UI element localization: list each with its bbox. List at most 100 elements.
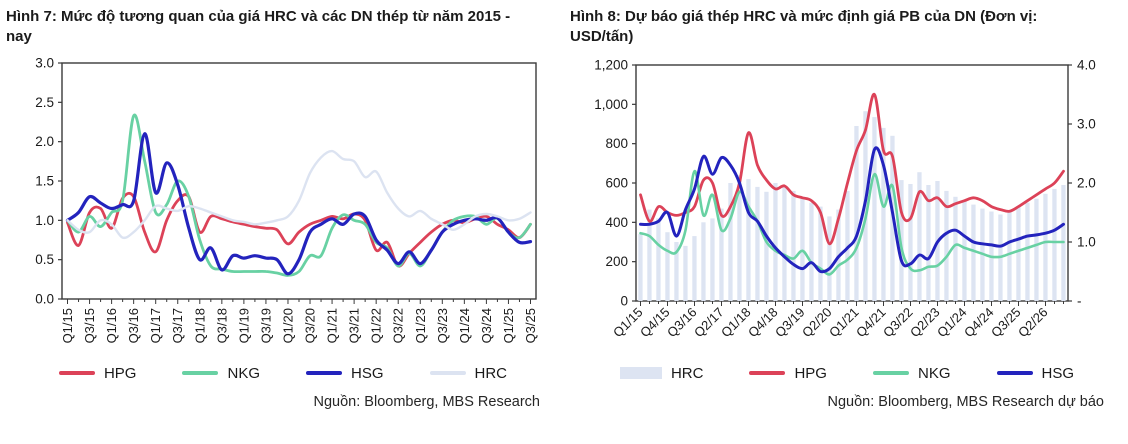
legend-label: HPG [794, 364, 827, 382]
legend-item-nkg: NKG [182, 365, 260, 382]
bar [638, 234, 643, 301]
bar [782, 185, 787, 301]
bar [1034, 198, 1039, 301]
x-tick-label: Q4/24 [961, 305, 997, 341]
figure-8-source: Nguồn: Bloomberg, MBS Research dự báo [827, 394, 1105, 410]
y-tick-label: 3.0 [35, 56, 54, 71]
bar [665, 232, 670, 301]
figure-8-panel: Hình 8: Dự báo giá thép HRC và mức định … [564, 0, 1128, 444]
y-tick-label: 0.0 [35, 292, 54, 307]
series-line-hrc [66, 149, 532, 240]
y-tick-label: 0.5 [35, 252, 54, 267]
x-tick-label: Q1/21 [325, 308, 340, 343]
y-tick-label: 1,000 [594, 97, 628, 112]
bar [800, 196, 805, 301]
legend-item-hpg: HPG [749, 365, 827, 382]
x-tick-label: Q3/17 [170, 308, 185, 343]
bar [710, 218, 715, 301]
x-tick-label: Q3/19 [772, 305, 808, 341]
x-tick-label: Q1/16 [104, 308, 119, 343]
x-tick-label: Q3/15 [82, 308, 97, 343]
legend-swatch-hpg [58, 371, 95, 375]
figure-8-chart: 1,2001,00080060040020004.03.02.01.0-Q1/1… [594, 58, 1096, 341]
legend-label: NKG [227, 364, 260, 382]
y-tick-label: 400 [605, 215, 628, 230]
bar [746, 179, 751, 301]
legend-label: HPG [103, 364, 137, 382]
bar [1025, 202, 1030, 301]
bar [971, 204, 976, 301]
legend-label: HRC [474, 364, 508, 382]
x-tick-label: Q1/24 [457, 308, 472, 343]
bar [1016, 206, 1021, 301]
bar [683, 245, 688, 301]
series-line-hsg [65, 132, 533, 276]
x-tick-label: Q1/19 [236, 308, 251, 343]
x-tick-label: Q2/20 [799, 305, 835, 341]
bar [674, 242, 679, 301]
bar [881, 127, 886, 302]
bar [872, 117, 877, 301]
legend-label: HSG [351, 364, 384, 382]
bar [773, 183, 778, 301]
x-tick-label: Q1/18 [192, 308, 207, 343]
y-tick-label: - [1077, 294, 1082, 309]
x-tick-label: Q3/18 [214, 308, 229, 343]
bar [656, 218, 661, 301]
x-tick-label: Q3/22 [391, 308, 406, 343]
x-tick-label: Q1/25 [501, 308, 516, 343]
x-tick-label: Q1/17 [148, 308, 163, 343]
y-tick-label: 600 [605, 176, 628, 191]
legend-swatch-nkg [872, 371, 909, 375]
bar [953, 196, 958, 301]
legend-item-hrc: HRC [619, 365, 703, 382]
legend-swatch-hpg [749, 371, 786, 375]
x-tick-label: Q2/26 [1015, 305, 1051, 341]
bar [701, 222, 706, 301]
figure-7-source: Nguồn: Bloomberg, MBS Research [313, 394, 540, 410]
bar [854, 126, 859, 301]
legend-item-hsg: HSG [306, 365, 384, 382]
y-tick-label: 0 [620, 294, 628, 309]
x-tick-label: Q1/24 [934, 305, 970, 341]
x-tick-label: Q1/15 [610, 305, 646, 341]
y-tick-label: 1.0 [35, 213, 54, 228]
bar [908, 184, 913, 301]
legend-swatch-hrc [429, 371, 466, 375]
y-tick-label: 4.0 [1077, 58, 1096, 73]
y-tick-label: 3.0 [1077, 117, 1096, 132]
x-tick-label: Q1/18 [718, 305, 754, 341]
bar [764, 191, 769, 301]
x-tick-label: Q1/23 [413, 308, 428, 343]
bar [917, 172, 922, 301]
y-tick-label: 2.0 [35, 134, 54, 149]
series-line-nkg [639, 169, 1065, 276]
x-tick-label: Q3/25 [523, 308, 538, 343]
bar [755, 186, 760, 301]
bar [647, 209, 652, 301]
x-tick-label: Q3/16 [126, 308, 141, 343]
figure-8-legend: HRC HPG NKG HSG [566, 361, 1128, 385]
y-axis-right: 4.0 3.0 2.0 1.0 - [1068, 58, 1096, 309]
y-tick-label: 1.5 [35, 174, 54, 189]
legend-swatch-hsg [996, 370, 1033, 376]
x-tick-label: Q3/19 [258, 308, 273, 343]
series-line-hpg [639, 93, 1065, 246]
legend-label: NKG [917, 364, 951, 382]
x-tick-label: Q3/21 [347, 308, 362, 343]
bar [926, 185, 931, 301]
figure-7-chart: 3.0 2.5 2.0 1.5 1.0 0.5 0.0 Q1/15 Q3/15 Q1/16 Q3/1… [35, 56, 538, 344]
bar [818, 206, 823, 301]
bar [1052, 188, 1057, 301]
figure-8-title: Hình 8: Dự báo giá thép HRC và mức định … [570, 8, 1038, 45]
bar [1043, 193, 1048, 301]
legend-swatch-nkg [182, 371, 219, 375]
bar [737, 175, 742, 301]
x-tick-label: Q1/15 [60, 308, 75, 343]
y-tick-label: 2.5 [35, 95, 54, 110]
bar [962, 200, 967, 301]
y-tick-label: 2.0 [1077, 176, 1096, 191]
figure-7-title: Hình 7: Mức độ tương quan của giá HRC và… [6, 8, 511, 45]
x-tick-label: Q2/17 [691, 305, 727, 341]
bar [728, 183, 733, 301]
